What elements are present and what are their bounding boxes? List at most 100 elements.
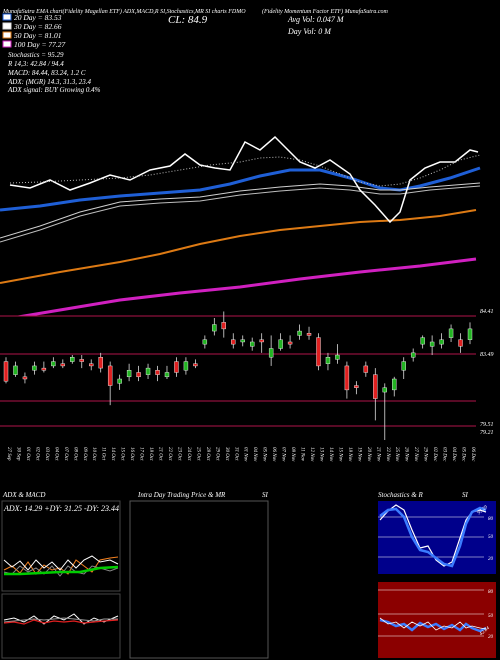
- date-label: 02 Oct: [34, 447, 39, 461]
- candle-body: [174, 361, 179, 373]
- date-label: 25 Oct: [195, 447, 200, 461]
- rsi-tick-80: 80: [488, 590, 494, 595]
- candle-body: [89, 363, 94, 367]
- price-tick-top: 84.41: [480, 308, 494, 315]
- date-label: 03 Oct: [44, 447, 49, 461]
- stoch-panel: [378, 501, 496, 574]
- candle-body: [136, 372, 141, 378]
- ema-50-line: [0, 209, 477, 284]
- candle-panel: [0, 316, 476, 440]
- candle-body: [458, 339, 463, 347]
- stoch-blue-line: [379, 506, 487, 568]
- candle-body: [429, 341, 435, 347]
- ema-30-line-a: [0, 182, 481, 239]
- candle-body: [212, 324, 217, 332]
- close-readout: CL: 84.9: [168, 14, 208, 26]
- candle-body: [13, 365, 18, 375]
- date-label: 03 Dec: [442, 447, 447, 462]
- candle-body: [306, 333, 312, 336]
- date-label: 11 Oct: [101, 447, 106, 461]
- ema-area: [0, 135, 481, 322]
- stoch-panel-title: Stochastics & R: [378, 491, 423, 499]
- candle-body: [126, 370, 132, 378]
- date-label: 06 Nov: [271, 447, 276, 462]
- date-label: 02 Dec: [432, 447, 437, 462]
- date-label: 21 Nov: [375, 447, 380, 462]
- candle-body: [231, 339, 236, 345]
- date-label: 04 Oct: [53, 447, 58, 461]
- candles: [3, 311, 473, 440]
- date-label: 24 Oct: [186, 447, 191, 461]
- candle-body: [382, 387, 387, 393]
- date-label: 01 Oct: [25, 447, 30, 461]
- candle-body: [325, 357, 331, 364]
- adx-panel: [1, 500, 121, 592]
- date-label: 15 Oct: [120, 447, 125, 461]
- price-tick-mid: 83.49: [480, 351, 494, 358]
- date-label: 28 Oct: [205, 447, 210, 461]
- legend-label-2: 50 Day = 81.01: [14, 31, 62, 40]
- date-label: 15 Nov: [337, 447, 342, 462]
- day-vol-readout: Day Vol: 0 M: [287, 27, 332, 36]
- date-label: 09 Oct: [82, 447, 87, 461]
- candle-body: [287, 341, 293, 345]
- ema-20-line: [0, 166, 481, 212]
- date-label: 12 Nov: [309, 447, 314, 462]
- candle-body: [354, 385, 359, 388]
- candle-body: [98, 357, 103, 369]
- date-label: 25 Nov: [394, 447, 399, 462]
- rsi-tick-20: 20: [488, 635, 494, 640]
- date-label: 04 Nov: [252, 447, 257, 462]
- candle-body: [164, 372, 170, 378]
- rsi-tick-50: 50: [488, 614, 494, 619]
- stat-line-0: Stochastics = 95.29: [8, 51, 64, 59]
- date-label: 21 Oct: [158, 447, 163, 461]
- macd-lines: [3, 613, 119, 625]
- date-label: 29 Nov: [423, 447, 428, 462]
- stat-line-4: ADX signal: BUY Growing 0.4%: [7, 86, 101, 94]
- candle-body: [344, 365, 350, 391]
- price-tick-bottom: 79.21: [480, 430, 494, 436]
- date-label: 22 Nov: [385, 447, 390, 462]
- adx-white-line: [3, 555, 119, 571]
- date-axis: 27 Sep 30 Sep 01 Oct 02 Oct 03 Oct 04 Oct 07 O…: [6, 447, 475, 462]
- candle-body: [259, 339, 264, 343]
- candle-body: [32, 365, 37, 371]
- date-label: 11 Nov: [300, 447, 305, 462]
- header-right-title: (Fidelity Momentum Factor ETF) MunafaSut…: [262, 8, 388, 15]
- date-label: 26 Nov: [404, 447, 409, 462]
- legend-swatch-3: [2, 40, 12, 48]
- indicator-stats: Stochastics = 95.29R 14,3: 42.84 / 94.4M…: [7, 51, 101, 94]
- candle-body: [316, 337, 321, 367]
- rsi-readout: 42.84: [479, 626, 491, 637]
- date-label: 18 Oct: [148, 447, 153, 461]
- header-left-title: MunafaSutra EMA chart(Fidelity Magellan …: [2, 8, 246, 15]
- date-label: 30 Sep: [15, 447, 20, 461]
- stoch-panel-right: SI: [462, 491, 469, 499]
- candle-body: [41, 367, 47, 371]
- candle-body: [240, 339, 245, 343]
- date-label: 08 Oct: [72, 447, 77, 461]
- date-label: 31 Oct: [233, 447, 238, 461]
- adx-green-line: [4, 565, 119, 576]
- rsi-white-line: [379, 617, 487, 631]
- date-label: 19 Nov: [356, 447, 361, 462]
- candle-body: [250, 341, 255, 347]
- date-label: 30 Oct: [224, 447, 229, 461]
- candle-body: [373, 374, 378, 399]
- price-line: [9, 135, 479, 224]
- macd-grey-line: [3, 617, 118, 623]
- candle-body: [60, 363, 66, 367]
- candle-body: [3, 361, 9, 382]
- ema-30-line-b: [0, 185, 481, 243]
- date-label: 27 Nov: [413, 447, 418, 462]
- candle-body: [145, 367, 151, 375]
- price-tick-low: 79.51: [480, 422, 494, 428]
- date-label: 04 Dec: [451, 447, 456, 462]
- date-label: 07 Nov: [281, 447, 286, 462]
- date-label: 01 Nov: [243, 447, 248, 462]
- avg-vol-readout: Avg Vol: 0.047 M: [287, 15, 345, 24]
- candle-body: [392, 378, 397, 391]
- stoch-readout: 95.29: [477, 505, 489, 516]
